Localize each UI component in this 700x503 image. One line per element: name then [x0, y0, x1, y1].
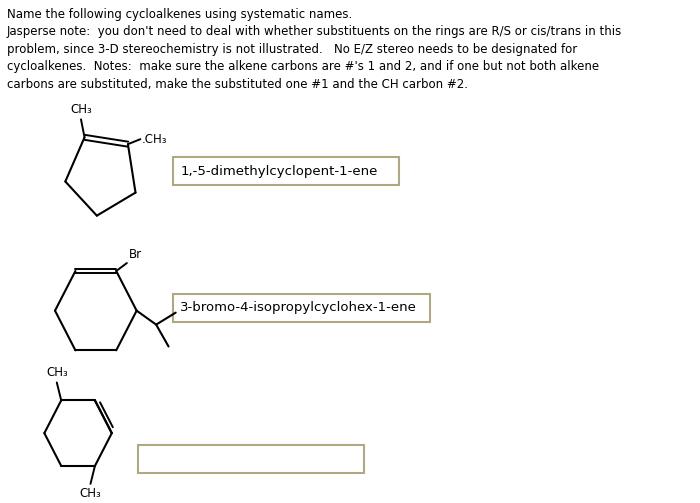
Text: CH₃: CH₃ — [70, 104, 92, 116]
Text: CH₃: CH₃ — [80, 487, 101, 500]
Text: 3-bromo-4-isopropylcyclohex-1-ene: 3-bromo-4-isopropylcyclohex-1-ene — [180, 301, 417, 314]
Bar — [173, 157, 399, 185]
Bar — [173, 294, 430, 321]
Bar — [137, 445, 364, 473]
Text: CH₃: CH₃ — [46, 367, 68, 379]
Text: Br: Br — [129, 248, 142, 261]
Text: 1,-5-dimethylcyclopent-1-ene: 1,-5-dimethylcyclopent-1-ene — [180, 165, 377, 178]
Text: .CH₃: .CH₃ — [142, 133, 167, 146]
Text: Name the following cycloalkenes using systematic names.
Jasperse note:  you don': Name the following cycloalkenes using sy… — [7, 8, 622, 91]
